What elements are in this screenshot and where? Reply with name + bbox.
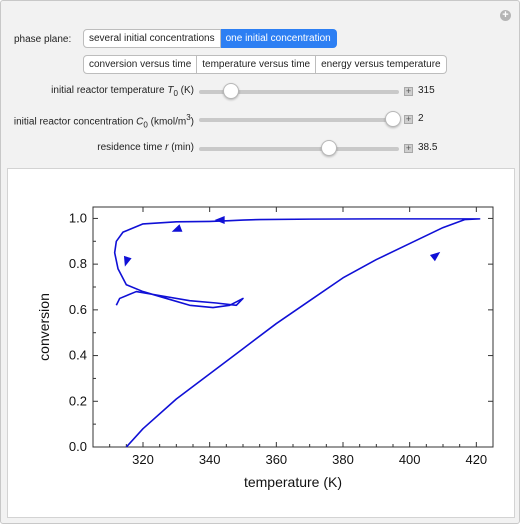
initial-temperature-slider-knob[interactable] (223, 83, 239, 99)
trajectory-line (113, 218, 481, 448)
initial-concentration-plus-icon[interactable]: + (404, 114, 413, 124)
slider-label-residence-time: residence time r (min) (97, 142, 194, 153)
initial-concentration-slider-track[interactable] (199, 118, 399, 122)
phase-plane-chart: 320 340 360 380 400 420 0.0 0.2 0.4 0.6 0.8 1.0 temp… (36, 206, 494, 490)
residence-time-value: 38.5 (418, 142, 438, 153)
initial-temperature-value: 315 (418, 85, 435, 96)
options-plus-icon[interactable]: + (500, 10, 511, 21)
initial-concentration-slider-knob[interactable] (385, 111, 401, 127)
x-tick-label: 400 (399, 452, 421, 467)
plot-area: 320 340 360 380 400 420 0.0 0.2 0.4 0.6 0.8 1.0 temp… (7, 168, 515, 518)
direction-arrow (123, 255, 132, 267)
x-tick-label: 420 (465, 452, 487, 467)
initial-concentration-value: 2 (418, 113, 424, 124)
plot-frame (92, 206, 494, 448)
several-initial-concentrations-button[interactable]: several initial concentrations (83, 29, 221, 48)
conversion-versus-time-button[interactable]: conversion versus time (83, 55, 198, 74)
y-tick-label: 0.2 (69, 393, 87, 408)
x-axis-label: temperature (K) (244, 474, 342, 490)
y-tick-label: 0.4 (69, 348, 87, 363)
y-axis-label: conversion (36, 293, 52, 361)
x-tick-label: 340 (199, 452, 221, 467)
initial-temperature-plus-icon[interactable]: + (404, 86, 413, 96)
energy-versus-temperature-button[interactable]: energy versus temperature (316, 55, 447, 74)
phase-plane-setter: several initial concentrations one initi… (83, 29, 337, 48)
direction-arrow (429, 251, 441, 262)
x-tick-label: 360 (265, 452, 287, 467)
y-tick-label: 0.0 (69, 439, 87, 454)
temperature-versus-time-button[interactable]: temperature versus time (197, 55, 317, 74)
residence-time-slider-track[interactable] (199, 147, 399, 151)
direction-arrow (171, 224, 183, 232)
one-initial-concentration-button[interactable]: one initial concentration (220, 29, 337, 48)
x-tick-label: 320 (132, 452, 154, 467)
residence-time-plus-icon[interactable]: + (404, 143, 413, 153)
x-tick-label: 380 (332, 452, 354, 467)
y-tick-label: 1.0 (69, 210, 87, 225)
slider-label-initial-temperature: initial reactor temperature T0 (K) (51, 85, 194, 98)
plot-type-setter: conversion versus time temperature versu… (83, 55, 447, 74)
y-tick-label: 0.8 (69, 256, 87, 271)
residence-time-slider-knob[interactable] (321, 140, 337, 156)
direction-arrow (214, 216, 225, 225)
initial-temperature-slider-track[interactable] (199, 90, 399, 94)
slider-label-initial-concentration: initial reactor concentration C0 (kmol/m… (13, 113, 194, 130)
y-tick-label: 0.6 (69, 302, 87, 317)
phase-plane-label: phase plane: (14, 34, 72, 45)
